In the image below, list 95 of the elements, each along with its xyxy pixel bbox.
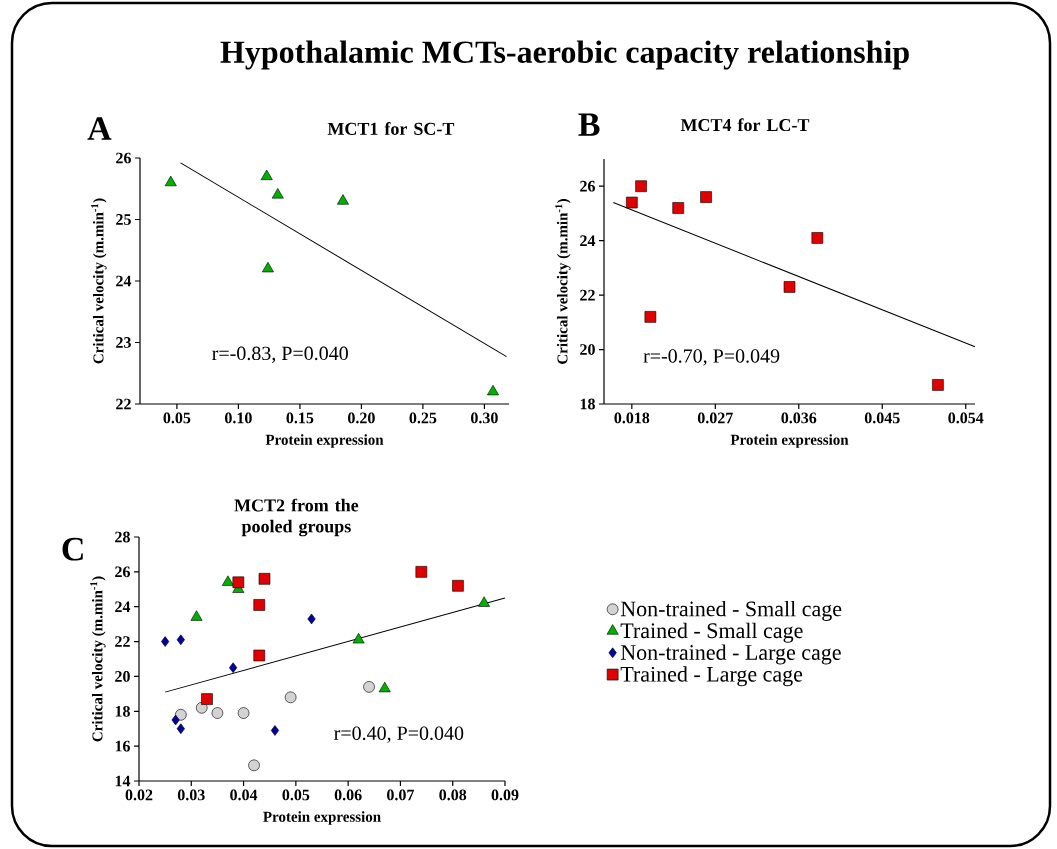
x-tick-label: 0.25 (409, 412, 437, 424)
x-tick-label: 0.09 (491, 789, 519, 801)
point (271, 188, 284, 199)
point (478, 596, 491, 607)
chart-subtitle: MCT1 for SC-T (327, 122, 455, 135)
point (171, 714, 180, 726)
x-axis-title: Protein expression (730, 434, 849, 448)
y-tick-label: 22 (115, 636, 130, 647)
y-tick-label: 26 (580, 180, 595, 192)
point (378, 681, 391, 693)
x-axis-title: Protein expression (263, 811, 381, 825)
y-tick-label: 23 (116, 337, 131, 348)
annotation: r=0.40, P=0.040 (334, 726, 464, 743)
x-tick-label: 0.07 (387, 789, 415, 801)
y-tick-label: 14 (115, 775, 131, 787)
point (237, 707, 250, 719)
point (176, 634, 185, 646)
y-tick-label: 22 (116, 398, 131, 410)
point (363, 681, 375, 693)
x-tick-label: 0.30 (471, 412, 498, 424)
x-tick-label: 0.15 (286, 412, 314, 424)
y-tick-label: 25 (116, 214, 131, 225)
y-axis-title: Critical velocity (m.min$^{-1}$) (90, 576, 106, 742)
y-tick-label: 24 (580, 235, 596, 246)
point (307, 613, 316, 625)
x-tick-label: 0.027 (697, 412, 733, 424)
point (253, 599, 266, 611)
y-tick-label: 18 (580, 398, 595, 410)
point (337, 194, 349, 205)
point (201, 693, 213, 705)
x-tick-label: 0.08 (439, 789, 467, 801)
y-tick-label: 20 (115, 671, 130, 682)
chart-title: MCT2 from the pooled groups (234, 498, 359, 537)
point (164, 175, 177, 187)
point (261, 261, 274, 273)
y-tick-label: 26 (116, 152, 131, 164)
x-tick-label: 0.20 (348, 412, 375, 424)
y-tick-label: 26 (115, 566, 130, 578)
point (248, 759, 260, 772)
x-tick-label: 0.04 (230, 789, 258, 801)
point (258, 573, 271, 585)
x-tick-label: 0.03 (177, 789, 205, 801)
annotation: r=-0.83, P=0.040 (212, 346, 348, 363)
x-tick-label: 0.06 (334, 789, 362, 801)
point (260, 169, 273, 180)
chart-title: MCT4 for LC-T (680, 118, 810, 132)
y-tick-label: 24 (116, 275, 132, 287)
x-tick-label: 0.018 (614, 412, 650, 424)
point (284, 691, 297, 704)
point (253, 649, 266, 662)
legend-label: Trained - Large cage (620, 666, 803, 687)
point (161, 636, 170, 647)
chart-title: Hypothalamic MCTs-aerobic capacity relationship (220, 40, 909, 70)
legend-label: Non-trained - Small cage (620, 600, 842, 621)
y-tick-label: 18 (115, 705, 130, 717)
point (221, 575, 234, 586)
y-tick-label: 16 (115, 740, 130, 752)
point (190, 610, 203, 621)
point (211, 707, 224, 719)
point (783, 281, 796, 293)
x-axis-title: Protein expression (265, 434, 384, 448)
legend-label: Trained - Small cage (620, 622, 803, 643)
x-tick-label: 0.10 (225, 412, 252, 424)
point (672, 202, 685, 214)
text: C (62, 537, 83, 561)
point (487, 384, 499, 396)
x-tick-label: 0.02 (125, 789, 153, 801)
point (700, 191, 712, 203)
point (932, 379, 944, 391)
point (229, 662, 238, 674)
text: B (578, 113, 600, 136)
point (176, 723, 185, 735)
legend-label: Non-trained - Large cage (620, 644, 841, 665)
y-axis-title: Critical velocity (m.min$^{-1}$) (555, 199, 571, 364)
point (644, 311, 657, 323)
y-tick-label: 28 (115, 531, 130, 543)
point (415, 566, 428, 578)
y-tick-label: 22 (580, 289, 595, 301)
y-tick-label: 20 (580, 344, 595, 355)
x-tick-label: 0.05 (282, 789, 310, 801)
x-tick-label: 0.036 (781, 412, 817, 424)
point (352, 633, 365, 644)
y-tick-label: 24 (115, 601, 131, 613)
annotation: r=-0.70, P=0.049 (643, 349, 780, 366)
y-axis-title: Critical velocity (m.min$^{-1}$) (91, 198, 107, 364)
point (270, 725, 279, 736)
x-tick-label: 0.054 (948, 412, 984, 424)
x-tick-label: 0.045 (864, 412, 900, 424)
point (626, 196, 638, 209)
point (452, 580, 464, 592)
x-tick-label: 0.05 (163, 412, 191, 424)
point (635, 180, 647, 193)
text: A (87, 117, 112, 140)
point (232, 576, 245, 589)
point (811, 232, 824, 244)
